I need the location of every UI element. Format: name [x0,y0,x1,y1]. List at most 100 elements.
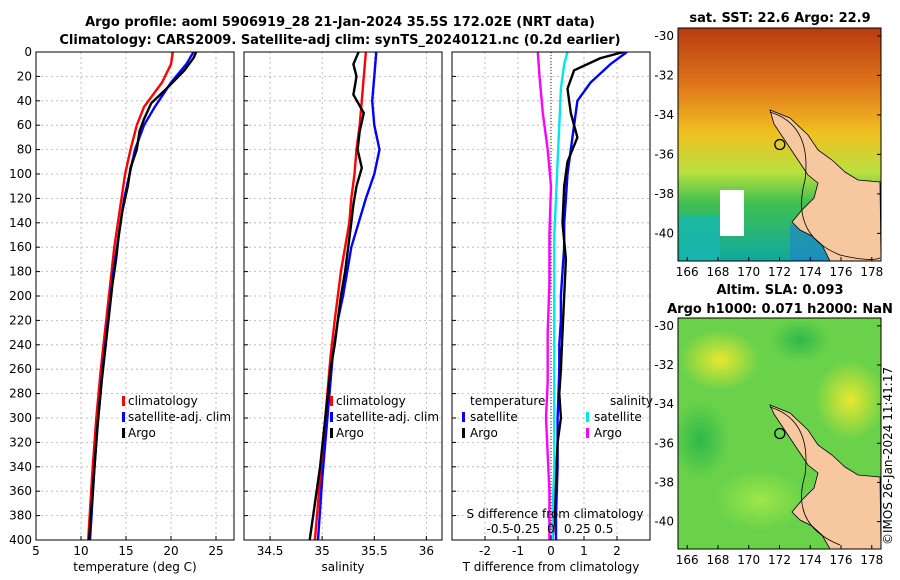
x-tick-label: 2 [613,544,621,558]
sla-argo-position-marker [774,427,786,440]
map-lat-tick-label: -34 [654,397,674,411]
map-lat-tick-label: -36 [654,147,674,161]
series-line-temperature-argo [551,52,624,540]
series-line-salinity-satellite [551,52,569,540]
legend-label: Argo [336,426,364,440]
map-lon-tick-label: 170 [737,265,760,279]
x-axis-label: salinity [321,560,364,574]
x-tick-label: 5 [32,544,40,558]
x-tick-label: -2 [479,544,491,558]
y-tick-label: 320 [9,435,32,449]
legend-label: Argo [470,426,498,440]
map-lon-tick-label: 174 [799,553,822,567]
x-tick-label: 0 [547,544,555,558]
legend-swatch [122,396,125,406]
secondary-x-tick-label: 0.25 [564,522,591,536]
map-lat-tick-label: -40 [654,226,674,240]
sst-map: sat. SST: 22.6 Argo: 22.9 166 168 170 172 17… [654,11,883,279]
map-lon-tick-label: 176 [830,265,853,279]
legend-swatch [122,428,125,438]
secondary-x-tick-label: -0.5 [486,522,509,536]
x-tick-label: 25 [208,544,223,558]
map-lat-tick-label: -38 [654,187,674,201]
map-lat-tick-label: -30 [654,319,674,333]
sla-mid-anomaly [715,470,805,530]
legend-label: climatology [128,394,198,408]
y-tick-label: 260 [9,362,32,376]
legend-label: climatology [336,394,406,408]
legend-label: Argo [128,426,156,440]
legend-swatch [586,412,589,422]
difference-profile-panel: -2 -1 0 1 2 T difference from climatology temp… [451,51,653,574]
y-tick-label: 80 [17,143,32,157]
map-lon-tick-label: 178 [860,265,883,279]
map-lon-tick-label: 178 [860,553,883,567]
legend-swatch [330,412,333,422]
y-tick-label: 220 [9,313,32,327]
y-tick-label: 340 [9,460,32,474]
sla-map-title: Altim. SLA: 0.093 [717,283,844,298]
sst-missing-data-patch [720,190,744,236]
series-line-salinity-argo [536,52,553,540]
legend-swatch [462,412,465,422]
sst-map-title: sat. SST: 22.6 Argo: 22.9 [689,11,870,26]
axes-frame [35,51,235,541]
sla-low-anomaly [770,318,830,362]
legend-label: satellite [470,410,518,424]
map-lon-tick-label: 166 [676,265,699,279]
legend-label: Argo [594,426,622,440]
map-lon-tick-label: 172 [768,265,791,279]
map-lon-tick-label: 168 [707,553,730,567]
x-tick-label: 10 [73,544,88,558]
imos-watermark: ©IMOS 26-Jan-2024 11:41:17 [881,367,895,545]
y-tick-label: 360 [9,484,32,498]
x-tick-label: 35.5 [361,544,388,558]
sst-isobath [769,111,881,260]
sst-cool-patch [680,215,720,261]
sla-map-subtitle: Argo h1000: 0.071 h2000: NaN [667,302,893,317]
y-tick-label: 120 [9,191,32,205]
y-tick-label: 100 [9,167,32,181]
legend-label: satellite-adj. clim [336,410,439,424]
y-tick-label: 160 [9,240,32,254]
sla-high-anomaly [680,330,760,390]
x-tick-label: -1 [512,544,524,558]
y-tick-label: 300 [9,411,32,425]
map-lon-tick-label: 172 [768,553,791,567]
secondary-x-axis-label: S difference from climatology [467,507,644,521]
map-lon-tick-label: 176 [830,553,853,567]
sla-high-anomaly [815,360,881,440]
y-tick-label: 200 [9,289,32,303]
temperature-profile-panel: 0 20 40 60 80 100 120 140 160 180 200 220 240 260 280 3… [9,45,235,574]
y-tick-label: 20 [17,69,32,83]
legend-swatch [586,428,589,438]
x-axis-label: T difference from climatology [462,560,640,574]
map-lon-tick-label: 166 [676,553,699,567]
legend-swatch [122,412,125,422]
secondary-x-tick-label: 0.5 [594,522,613,536]
map-lat-tick-label: -38 [654,475,674,489]
y-tick-label: 0 [24,45,32,59]
series-line-temperature-satellite [554,52,628,540]
map-lat-tick-label: -34 [654,108,674,122]
map-lat-tick-label: -32 [654,358,674,372]
y-tick-label: 140 [9,216,32,230]
y-tick-label: 240 [9,338,32,352]
map-lon-tick-label: 174 [799,265,822,279]
sla-map: Altim. SLA: 0.093 Argo h1000: 0.071 h200… [654,283,892,567]
series-line-climatology [87,52,174,540]
x-axis-label: temperature (deg C) [73,560,196,574]
legend-swatch [330,428,333,438]
salinity-profile-panel: 34.5 35 35.5 36 salinity climatology satellite… [243,51,443,574]
y-tick-label: 40 [17,94,32,108]
sla-isobath [769,406,841,546]
legend-label: satellite [594,410,642,424]
legend-swatch [330,396,333,406]
y-tick-label: 280 [9,387,32,401]
figure-title-line2: Climatology: CARS2009. Satellite-adj cli… [59,33,620,48]
x-tick-label: 15 [118,544,133,558]
map-lat-tick-label: -30 [654,29,674,43]
series-line-argo [87,52,198,540]
y-tick-label: 60 [17,118,32,132]
figure-title-line1: Argo profile: aoml 5906919_28 21-Jan-202… [85,15,595,30]
